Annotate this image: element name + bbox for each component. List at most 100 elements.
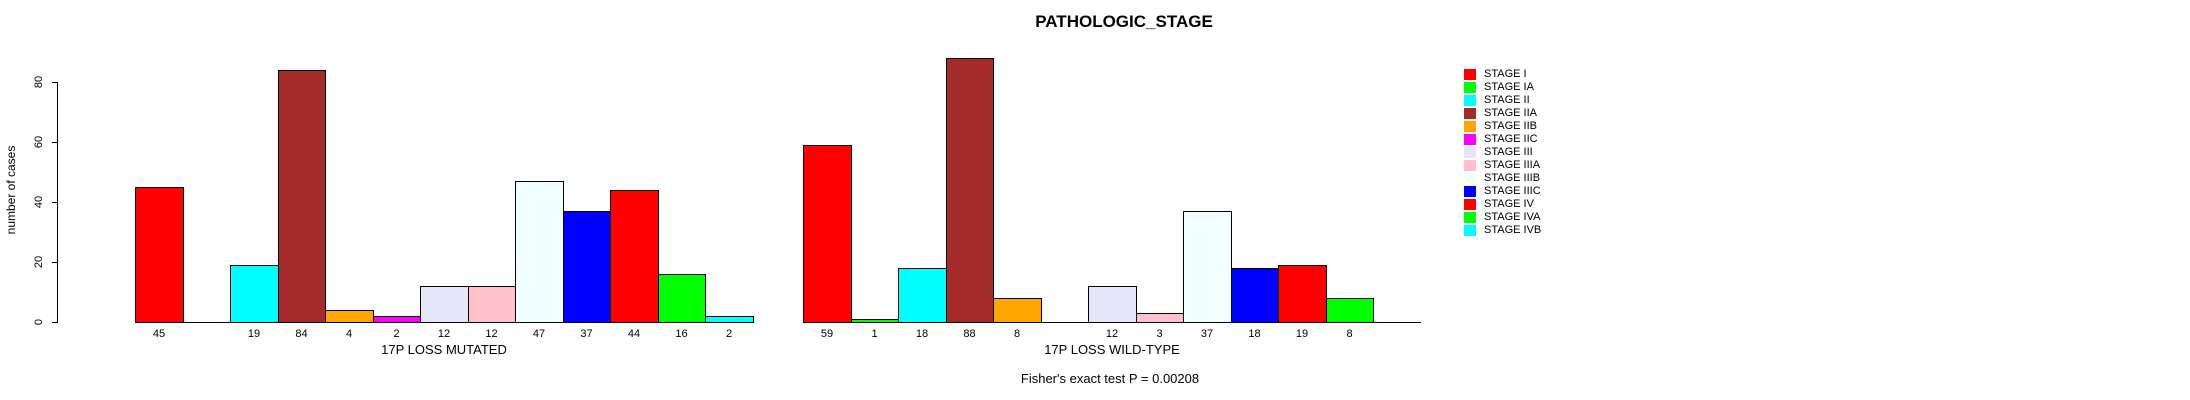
legend-item-stage-iib: STAGE IIB: [1464, 120, 1541, 133]
fisher-test-annotation: Fisher's exact test P = 0.00208: [1020, 371, 1200, 386]
bar-stage-iib: [325, 310, 374, 323]
bar-value-label: 12: [1105, 328, 1119, 340]
y-tick-mark: [52, 262, 58, 263]
bar-stage-iiib: [1183, 211, 1232, 323]
x-axis-label-wildtype: 17P LOSS WILD-TYPE: [1044, 342, 1180, 357]
legend-item-stage-iii: STAGE III: [1464, 146, 1541, 159]
bar-stage-iia: [278, 70, 326, 323]
bar-stage-iii: [1088, 286, 1137, 323]
legend-item-stage-ii: STAGE II: [1464, 94, 1541, 107]
bar-stage-iiic: [563, 211, 611, 323]
bar-stage-i: [135, 187, 184, 323]
y-tick-mark: [52, 322, 58, 323]
bar-value-label: 59: [820, 328, 834, 340]
y-tick-label: 0: [33, 318, 45, 326]
legend-label: STAGE II: [1484, 94, 1530, 106]
bar-value-label: 47: [532, 328, 546, 340]
legend-label: STAGE IIIA: [1484, 159, 1541, 171]
legend-item-stage-iia: STAGE IIA: [1464, 107, 1541, 120]
bar-value-label: 12: [485, 328, 498, 340]
legend-item-stage-iiib: STAGE IIIB: [1464, 172, 1541, 185]
bar-value-label: 18: [1248, 328, 1261, 340]
bar-value-label: 1: [871, 328, 878, 340]
legend-item-stage-iva: STAGE IVA: [1464, 211, 1541, 224]
chart-title: PATHOLOGIC_STAGE: [1035, 12, 1213, 31]
legend-swatch: [1464, 95, 1476, 106]
bar-value-label: 44: [627, 328, 641, 340]
legend-label: STAGE IIIC: [1484, 185, 1541, 197]
legend-swatch: [1464, 147, 1476, 158]
bar-value-label: 4: [345, 328, 353, 340]
bar-stage-iii: [420, 286, 469, 323]
legend-item-stage-iv: STAGE IV: [1464, 198, 1541, 211]
legend-label: STAGE IIA: [1484, 107, 1537, 119]
legend-label: STAGE IIB: [1484, 120, 1537, 132]
bar-value-label: 19: [1295, 328, 1309, 340]
bar-value-label: 18: [915, 328, 929, 340]
legend-label: STAGE IVB: [1484, 224, 1542, 236]
legend-label: STAGE IA: [1484, 81, 1534, 93]
legend-swatch: [1464, 212, 1476, 223]
bar-value-label: 84: [295, 328, 308, 340]
bar-value-label: 37: [1200, 328, 1214, 340]
bar-stage-iv: [1278, 265, 1327, 323]
legend-swatch: [1464, 186, 1476, 197]
legend-item-stage-iiia: STAGE IIIA: [1464, 159, 1541, 172]
y-tick-label: 60: [33, 135, 45, 149]
bar-stage-iiib: [515, 181, 564, 323]
legend-swatch: [1464, 82, 1476, 93]
legend-swatch: [1464, 225, 1476, 236]
bar-stage-i: [803, 145, 852, 323]
legend-label: STAGE IVA: [1484, 211, 1541, 223]
legend-swatch: [1464, 160, 1476, 171]
bar-stage-iib: [993, 298, 1042, 323]
legend-item-stage-iiic: STAGE IIIC: [1464, 185, 1541, 198]
x-axis-label-mutated: 17P LOSS MUTATED: [381, 342, 507, 357]
legend-label: STAGE IV: [1484, 198, 1534, 210]
legend-label: STAGE I: [1484, 68, 1527, 80]
bar-stage-iv: [610, 190, 659, 323]
bar-value-label: 88: [963, 328, 976, 340]
bar-value-label: 19: [247, 328, 261, 340]
legend-item-stage-i: STAGE I: [1464, 68, 1541, 81]
bar-stage-ia: [851, 319, 899, 323]
legend-swatch: [1464, 69, 1476, 80]
legend-swatch: [1464, 108, 1476, 119]
bar-stage-iiia: [1136, 313, 1184, 323]
y-tick-mark: [52, 142, 58, 143]
legend-swatch: [1464, 121, 1476, 132]
y-axis-label: number of cases: [4, 145, 18, 235]
y-tick-label: 20: [33, 255, 45, 269]
legend-swatch: [1464, 134, 1476, 145]
bar-stage-iiia: [468, 286, 516, 323]
bar-value-label: 37: [580, 328, 593, 340]
bar-value-label: 2: [393, 328, 400, 340]
bar-value-label: 8: [1013, 328, 1021, 340]
bar-stage-ii: [898, 268, 947, 323]
bar-stage-iva: [658, 274, 706, 323]
y-tick-mark: [52, 202, 58, 203]
bar-stage-ivb: [705, 316, 754, 323]
bar-value-label: 3: [1156, 328, 1163, 340]
legend-label: STAGE IIIB: [1484, 172, 1541, 184]
bar-value-label: 12: [437, 328, 451, 340]
y-tick-mark: [52, 82, 58, 83]
bar-value-label: 45: [152, 328, 166, 340]
bar-stage-iiic: [1231, 268, 1279, 323]
bar-value-label: 2: [725, 328, 733, 340]
bar-stage-iia: [946, 58, 994, 323]
bar-value-label: 8: [1346, 328, 1353, 340]
legend-swatch: [1464, 199, 1476, 210]
legend-label: STAGE IIC: [1484, 133, 1538, 145]
legend-label: STAGE III: [1484, 146, 1533, 158]
legend-item-stage-iic: STAGE IIC: [1464, 133, 1541, 146]
y-tick-label: 80: [33, 75, 45, 89]
legend: STAGE I STAGE IA STAGE II STAGE IIA STAGE II…: [1464, 68, 1541, 237]
bar-value-label: 16: [675, 328, 688, 340]
bar-stage-iic: [373, 316, 421, 323]
legend-swatch: [1464, 173, 1476, 184]
bar-stage-ii: [230, 265, 279, 323]
legend-item-stage-ia: STAGE IA: [1464, 81, 1541, 94]
legend-item-stage-ivb: STAGE IVB: [1464, 224, 1541, 237]
